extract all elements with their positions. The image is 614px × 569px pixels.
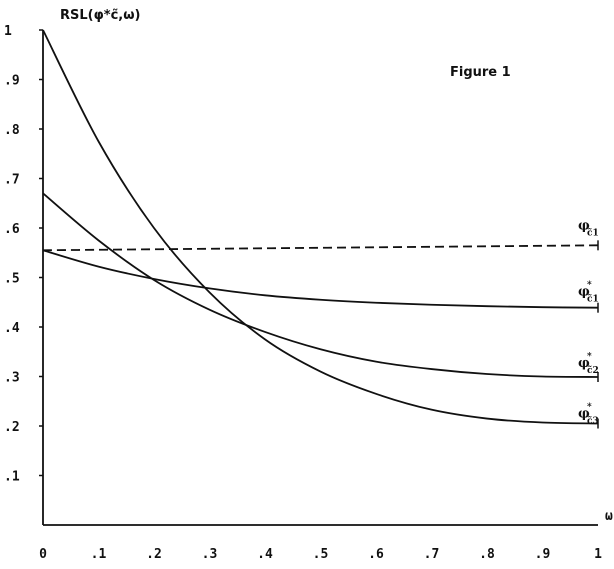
series-label-1: φc̃1 (578, 218, 599, 238)
x-tick-label: .7 (424, 547, 440, 562)
y-tick-label: 1 (4, 24, 12, 39)
series-label-subscript: c̃2 (587, 365, 599, 376)
series-line-2 (42, 249, 599, 309)
series-label-3: φ* c̃2 (578, 352, 599, 376)
series-label-subscript: c̃1 (587, 294, 599, 305)
chart-title: Figure 1 (450, 65, 511, 80)
series-label-superscript: * (587, 281, 592, 291)
y-axis-label: RSL(φ*c̃,ω) (60, 8, 140, 23)
series-line-3 (42, 192, 599, 378)
series-label-2: φ* c̃1 (578, 281, 599, 305)
y-tick-label: .6 (4, 222, 20, 237)
x-tick-labels: 0 .1 .2 .3 .4 .5 .6 .7 .8 .9 1 (39, 547, 602, 562)
series-line-4 (42, 29, 599, 425)
y-tick-label: .2 (4, 420, 20, 435)
x-tick-label: .3 (202, 547, 218, 562)
axes (42, 30, 598, 526)
series-label-subscript: c̃1 (587, 227, 599, 238)
y-tick-label: .1 (4, 470, 20, 485)
series-label-superscript: * (587, 403, 592, 413)
series-label-symbol: φ (578, 356, 590, 371)
x-tick-label: .8 (479, 547, 495, 562)
x-tick-label: .2 (146, 547, 162, 562)
y-tick-label: .5 (4, 272, 20, 287)
x-tick-label: .6 (368, 547, 384, 562)
series-labels: φc̃1φ*c̃1φ*c̃2φ*c̃3 (578, 218, 599, 426)
y-tick-label: .3 (4, 371, 20, 386)
y-tick-label: .9 (4, 74, 20, 89)
x-tick-label: .1 (91, 547, 107, 562)
y-tick-label: .7 (4, 173, 20, 188)
x-tick-label: .4 (257, 547, 273, 562)
y-tick-labels: .1 .2 .3 .4 .5 .6 .7 .8 .9 1 (4, 24, 43, 485)
series-label-symbol: φ (578, 285, 590, 300)
series-label-symbol: φ (578, 407, 590, 422)
series-label-subscript: c̃3 (587, 416, 599, 427)
x-tick-label: 0 (39, 547, 47, 562)
series-label-superscript: * (587, 352, 592, 362)
x-tick-label: .9 (535, 547, 551, 562)
x-tick-label: .5 (313, 547, 329, 562)
y-tick-label: .8 (4, 123, 20, 138)
x-tick-label: 1 (594, 547, 602, 562)
series-line-1 (42, 244, 599, 252)
series-layer (42, 29, 599, 429)
series-label-symbol: φ (578, 218, 590, 233)
x-axis-label: ω (605, 509, 613, 524)
y-tick-label: .4 (4, 321, 20, 336)
series-label-4: φ* c̃3 (578, 403, 599, 427)
